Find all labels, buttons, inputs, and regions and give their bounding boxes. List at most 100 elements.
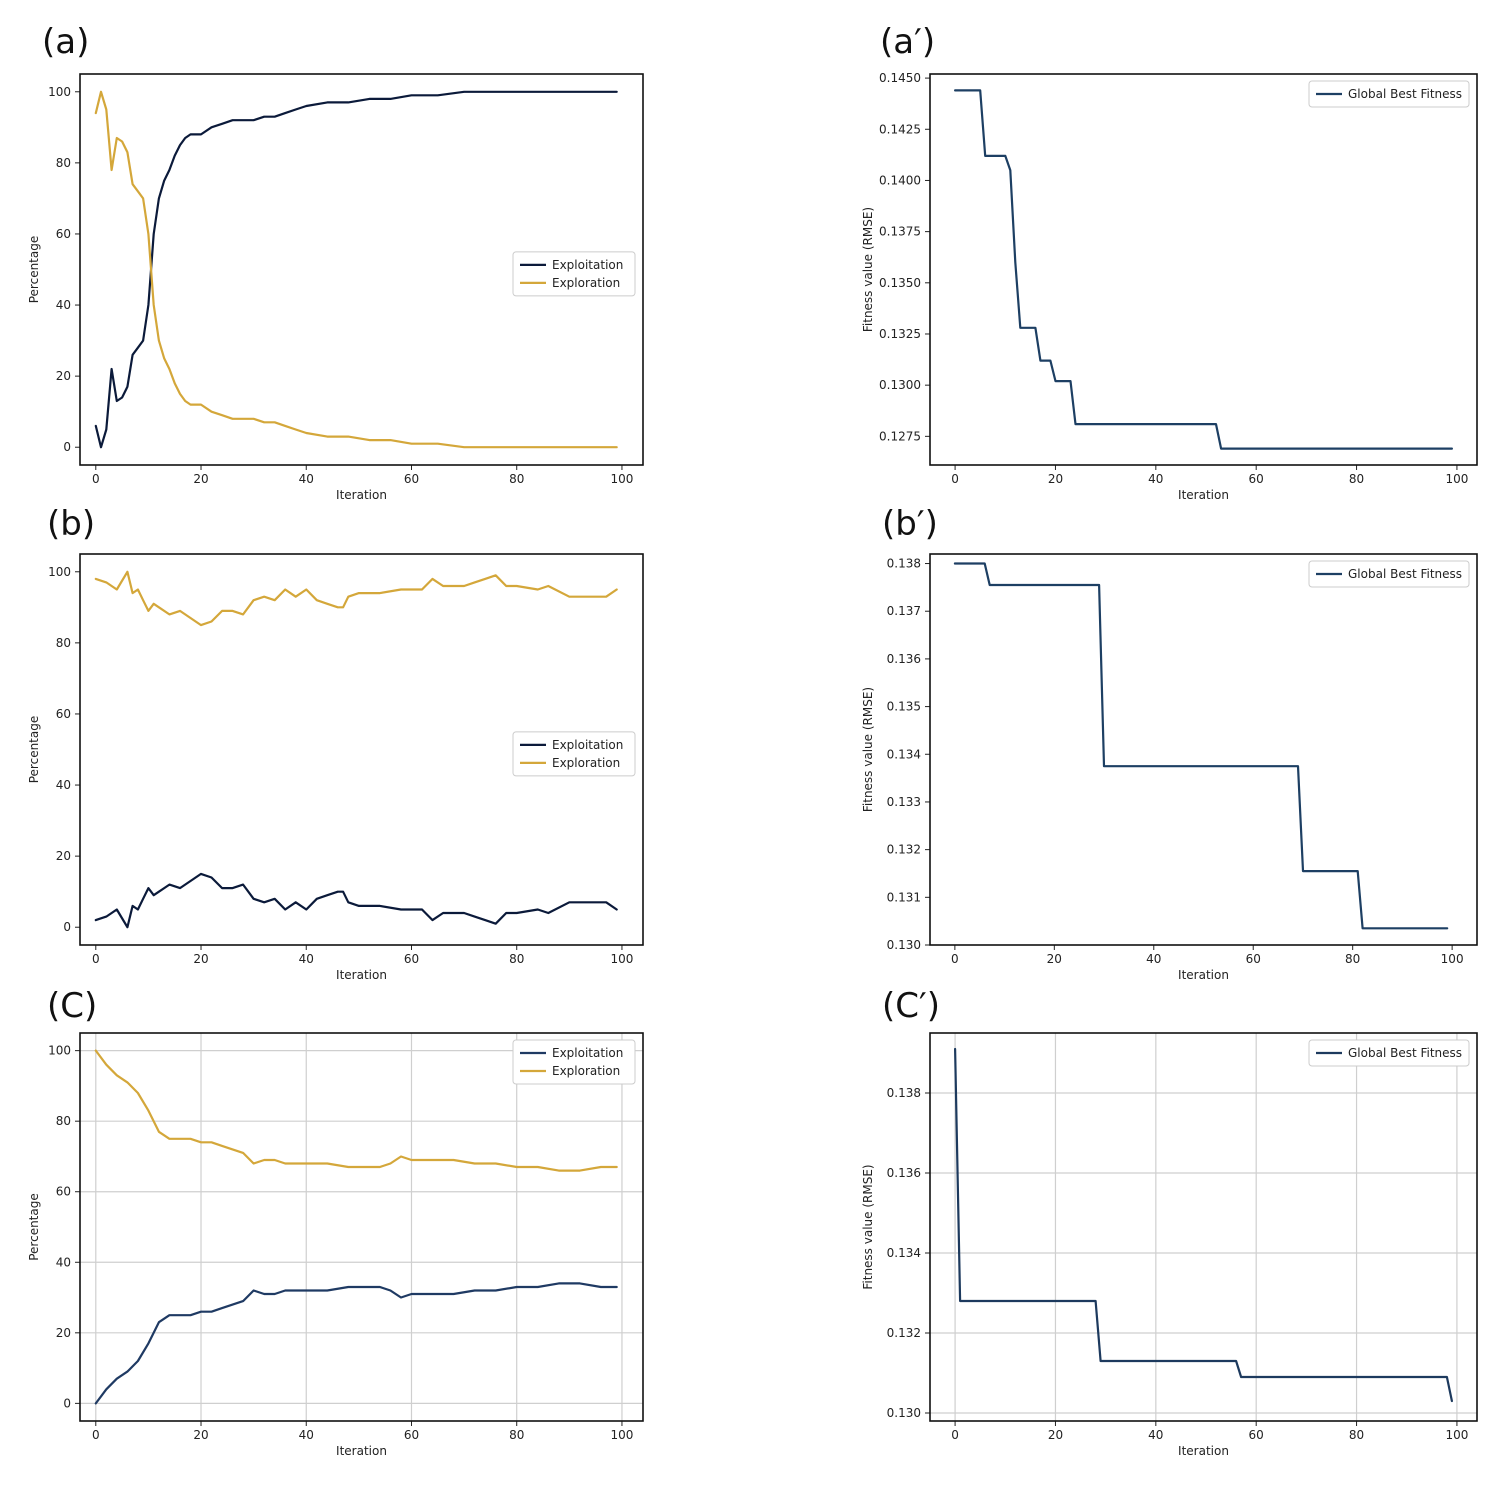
y-tick-label: 40 — [56, 1255, 71, 1269]
y-tick-label: 0.1375 — [879, 225, 921, 239]
plot-frame — [929, 73, 1478, 466]
x-tick-label: 0 — [92, 472, 100, 486]
x-tick-label: 40 — [299, 1428, 314, 1442]
legend-box — [1308, 80, 1470, 108]
y-tick-label: 0.132 — [887, 1326, 921, 1340]
legend: Global Best Fitness — [1308, 560, 1470, 588]
y-tick-label: 0 — [63, 920, 71, 934]
y-tick-label: 0.136 — [887, 652, 921, 666]
panel-letter: (b′) — [882, 504, 938, 544]
x-tick-label: 60 — [1246, 952, 1261, 966]
legend-entry: Global Best Fitness — [1348, 567, 1462, 581]
x-tick-label: 100 — [1445, 1428, 1468, 1442]
y-axis-label: Percentage — [27, 716, 41, 784]
x-tick-label: 80 — [509, 1428, 524, 1442]
x-tick-label: 0 — [951, 1428, 959, 1442]
x-tick-label: 20 — [193, 1428, 208, 1442]
series-line-exploitation — [94, 1282, 618, 1405]
panel-letter: (b) — [47, 504, 95, 544]
y-tick-label: 0.131 — [887, 890, 921, 904]
y-tick-label: 0.137 — [887, 604, 921, 618]
legend: Global Best Fitness — [1308, 80, 1470, 108]
legend: Exploitation Exploration — [512, 731, 636, 777]
axis-ticks: 0 20 40 60 80 100 0 20 40 60 80 100 — [48, 565, 633, 966]
x-tick-label: 60 — [1249, 472, 1264, 486]
y-tick-label: 100 — [48, 1044, 71, 1058]
y-tick-label: 0.1325 — [879, 327, 921, 341]
series-group — [94, 570, 618, 929]
y-tick-label: 0.136 — [887, 1166, 921, 1180]
x-tick-label: 0 — [92, 952, 100, 966]
axis-ticks: 0 20 40 60 80 100 0.130 0.132 0.134 0.136 0.138 — [887, 1086, 1469, 1442]
legend-entry: Exploration — [552, 1064, 620, 1078]
x-tick-label: 40 — [1148, 1428, 1163, 1442]
axis-ticks: 0 20 40 60 80 100 0 20 40 60 80 100 — [48, 1044, 633, 1442]
y-axis-label: Fitness value (RMSE) — [861, 1164, 875, 1289]
y-tick-label: 0.1400 — [879, 173, 921, 187]
y-tick-label: 100 — [48, 85, 71, 99]
y-tick-label: 0.1275 — [879, 429, 921, 443]
plot-frame — [929, 553, 1478, 946]
y-tick-label: 80 — [56, 1114, 71, 1128]
x-tick-label: 80 — [509, 472, 524, 486]
x-tick-label: 80 — [1345, 952, 1360, 966]
x-tick-label: 40 — [299, 952, 314, 966]
y-axis-label: Percentage — [27, 1193, 41, 1261]
legend-entry: Exploration — [552, 756, 620, 770]
series-group — [94, 90, 618, 449]
x-axis-label: Iteration — [1178, 1444, 1229, 1458]
chart-panel-6: (C′) 0 20 40 60 80 100 0.130 0.132 0.134 0.136 0.13… — [861, 986, 1478, 1458]
x-axis-label: Iteration — [336, 1444, 387, 1458]
series-line-global-best-fitness — [953, 1047, 1454, 1403]
panel-letter: (a) — [42, 22, 89, 62]
legend-entry: Exploration — [552, 276, 620, 290]
axis-ticks: 0 20 40 60 80 100 0 20 40 60 80 100 — [48, 85, 633, 486]
plot-frame — [79, 1032, 644, 1422]
y-tick-label: 0.130 — [887, 1406, 921, 1420]
axis-ticks: 0 20 40 60 80 100 0.1275 0.1300 0.1325 0.1350 0.13… — [879, 71, 1468, 486]
y-tick-label: 0.138 — [887, 1086, 921, 1100]
y-tick-label: 60 — [56, 1185, 71, 1199]
panel-letter: (a′) — [880, 22, 935, 62]
y-tick-label: 20 — [56, 849, 71, 863]
y-tick-label: 0.130 — [887, 938, 921, 952]
x-tick-label: 60 — [404, 1428, 419, 1442]
y-tick-label: 100 — [48, 565, 71, 579]
y-axis-label: Fitness value (RMSE) — [861, 687, 875, 812]
series-line-exploration — [94, 90, 618, 449]
x-tick-label: 100 — [611, 1428, 634, 1442]
x-tick-label: 80 — [509, 952, 524, 966]
x-axis-label: Iteration — [336, 968, 387, 982]
x-tick-label: 100 — [1445, 472, 1468, 486]
legend-box — [1308, 560, 1470, 588]
legend: Exploitation Exploration — [512, 251, 636, 297]
plot-frame — [929, 1032, 1478, 1422]
x-tick-label: 80 — [1349, 472, 1364, 486]
x-tick-label: 100 — [1441, 952, 1464, 966]
axis-ticks: 0 20 40 60 80 100 0.130 0.131 0.132 0.133 0.134 0.1… — [887, 557, 1464, 966]
legend-box — [512, 1039, 636, 1085]
x-tick-label: 0 — [92, 1428, 100, 1442]
y-tick-label: 0.135 — [887, 700, 921, 714]
chart-panel-1: (a) 0 20 40 60 80 100 0 20 40 60 80 100 Iteration Perc… — [27, 22, 644, 502]
grid-lines — [80, 1033, 643, 1421]
legend-box — [512, 251, 636, 297]
series-group — [953, 89, 1454, 450]
x-tick-label: 20 — [1047, 952, 1062, 966]
x-tick-label: 60 — [404, 472, 419, 486]
x-tick-label: 40 — [1148, 472, 1163, 486]
series-group — [94, 1049, 618, 1405]
legend-box — [1308, 1039, 1470, 1067]
y-tick-label: 40 — [56, 778, 71, 792]
series-line-global-best-fitness — [953, 89, 1454, 450]
series-line-exploration — [94, 570, 618, 627]
x-axis-label: Iteration — [1178, 968, 1229, 982]
series-line-exploration — [94, 1049, 618, 1172]
y-tick-label: 20 — [56, 369, 71, 383]
plot-frame — [79, 73, 644, 466]
y-tick-label: 0.133 — [887, 795, 921, 809]
chart-panel-4: (b′) 0 20 40 60 80 100 0.130 0.131 0.132 0.133 0.13… — [861, 504, 1478, 982]
series-line-global-best-fitness — [953, 562, 1449, 930]
x-tick-label: 40 — [299, 472, 314, 486]
